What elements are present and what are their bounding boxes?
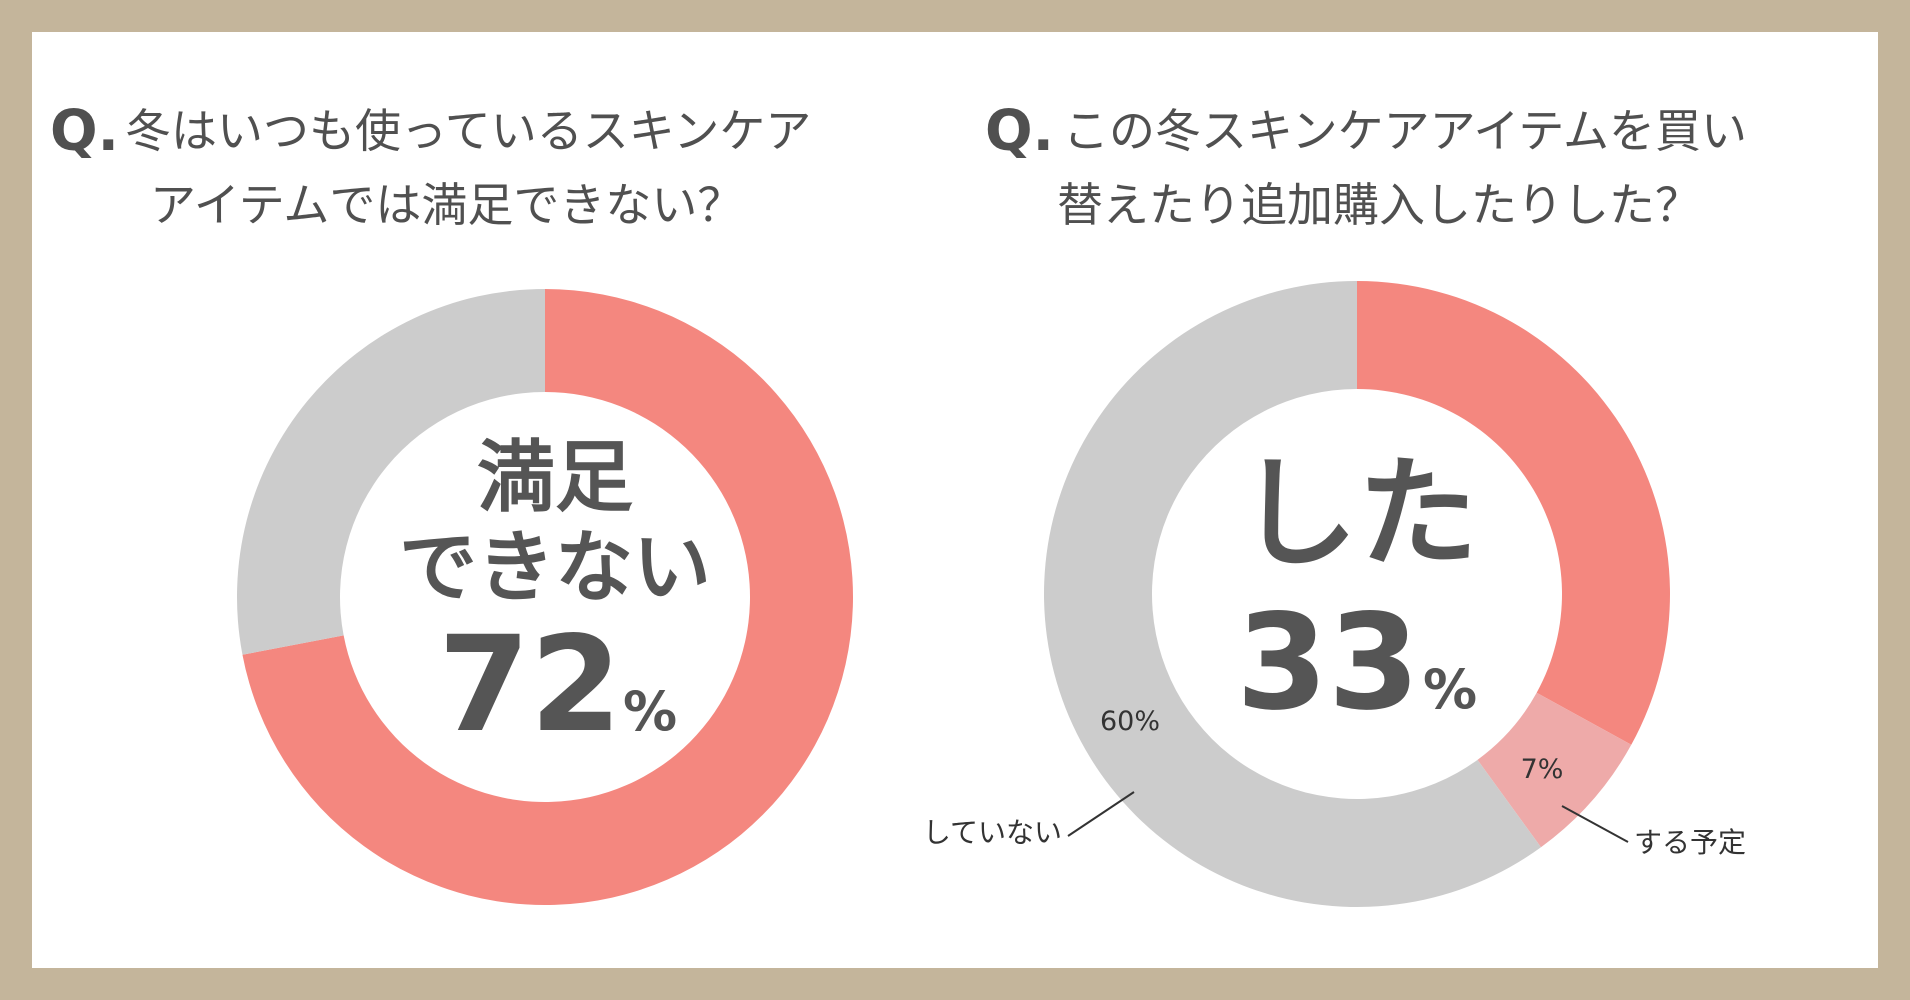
donut-right-slice-0 — [1357, 281, 1670, 745]
donut-right-slice-2 — [1043, 280, 1541, 907]
callout-line-planned — [1561, 805, 1629, 843]
segment-label-planned: 7% — [1521, 754, 1564, 785]
donut-left-slice-0 — [242, 289, 854, 906]
callout-planned: する予定 — [1634, 826, 1746, 859]
right-center-line1: した — [1238, 445, 1478, 584]
callout-line-no — [1067, 791, 1135, 837]
question-left-line2: アイテムでは満足できない？ — [150, 178, 744, 232]
left-center-unit: % — [623, 680, 677, 743]
donut-right-slice-1 — [1477, 692, 1632, 848]
question-right-line1: この冬スキンケアアイテムを買い — [1063, 104, 1748, 158]
left-center-value: 72 — [438, 608, 622, 762]
left-center-line2: できない — [399, 523, 711, 613]
question-left-line1: 冬はいつも使っているスキンケア — [125, 104, 812, 158]
segment-label-no: 60% — [1100, 706, 1160, 737]
question-right: Q. この冬スキンケアアイテムを買い 替えたり追加購入したりした？ — [985, 100, 1885, 240]
question-left-mark: Q. — [50, 99, 119, 164]
right-center-value: 33 — [1236, 586, 1420, 740]
question-right-line2: 替えたり追加購入したりした？ — [1057, 178, 1701, 232]
question-right-mark: Q. — [985, 99, 1054, 164]
donut-left-slice-1 — [236, 289, 545, 655]
donut-chart-left — [236, 289, 854, 906]
donut-chart-right — [1043, 280, 1670, 907]
question-left: Q. 冬はいつも使っているスキンケア アイテムでは満足できない？ — [50, 100, 950, 240]
left-center-line1: 満足 — [477, 433, 633, 523]
callout-no: していない — [923, 816, 1062, 849]
right-center-unit: % — [1423, 658, 1477, 721]
